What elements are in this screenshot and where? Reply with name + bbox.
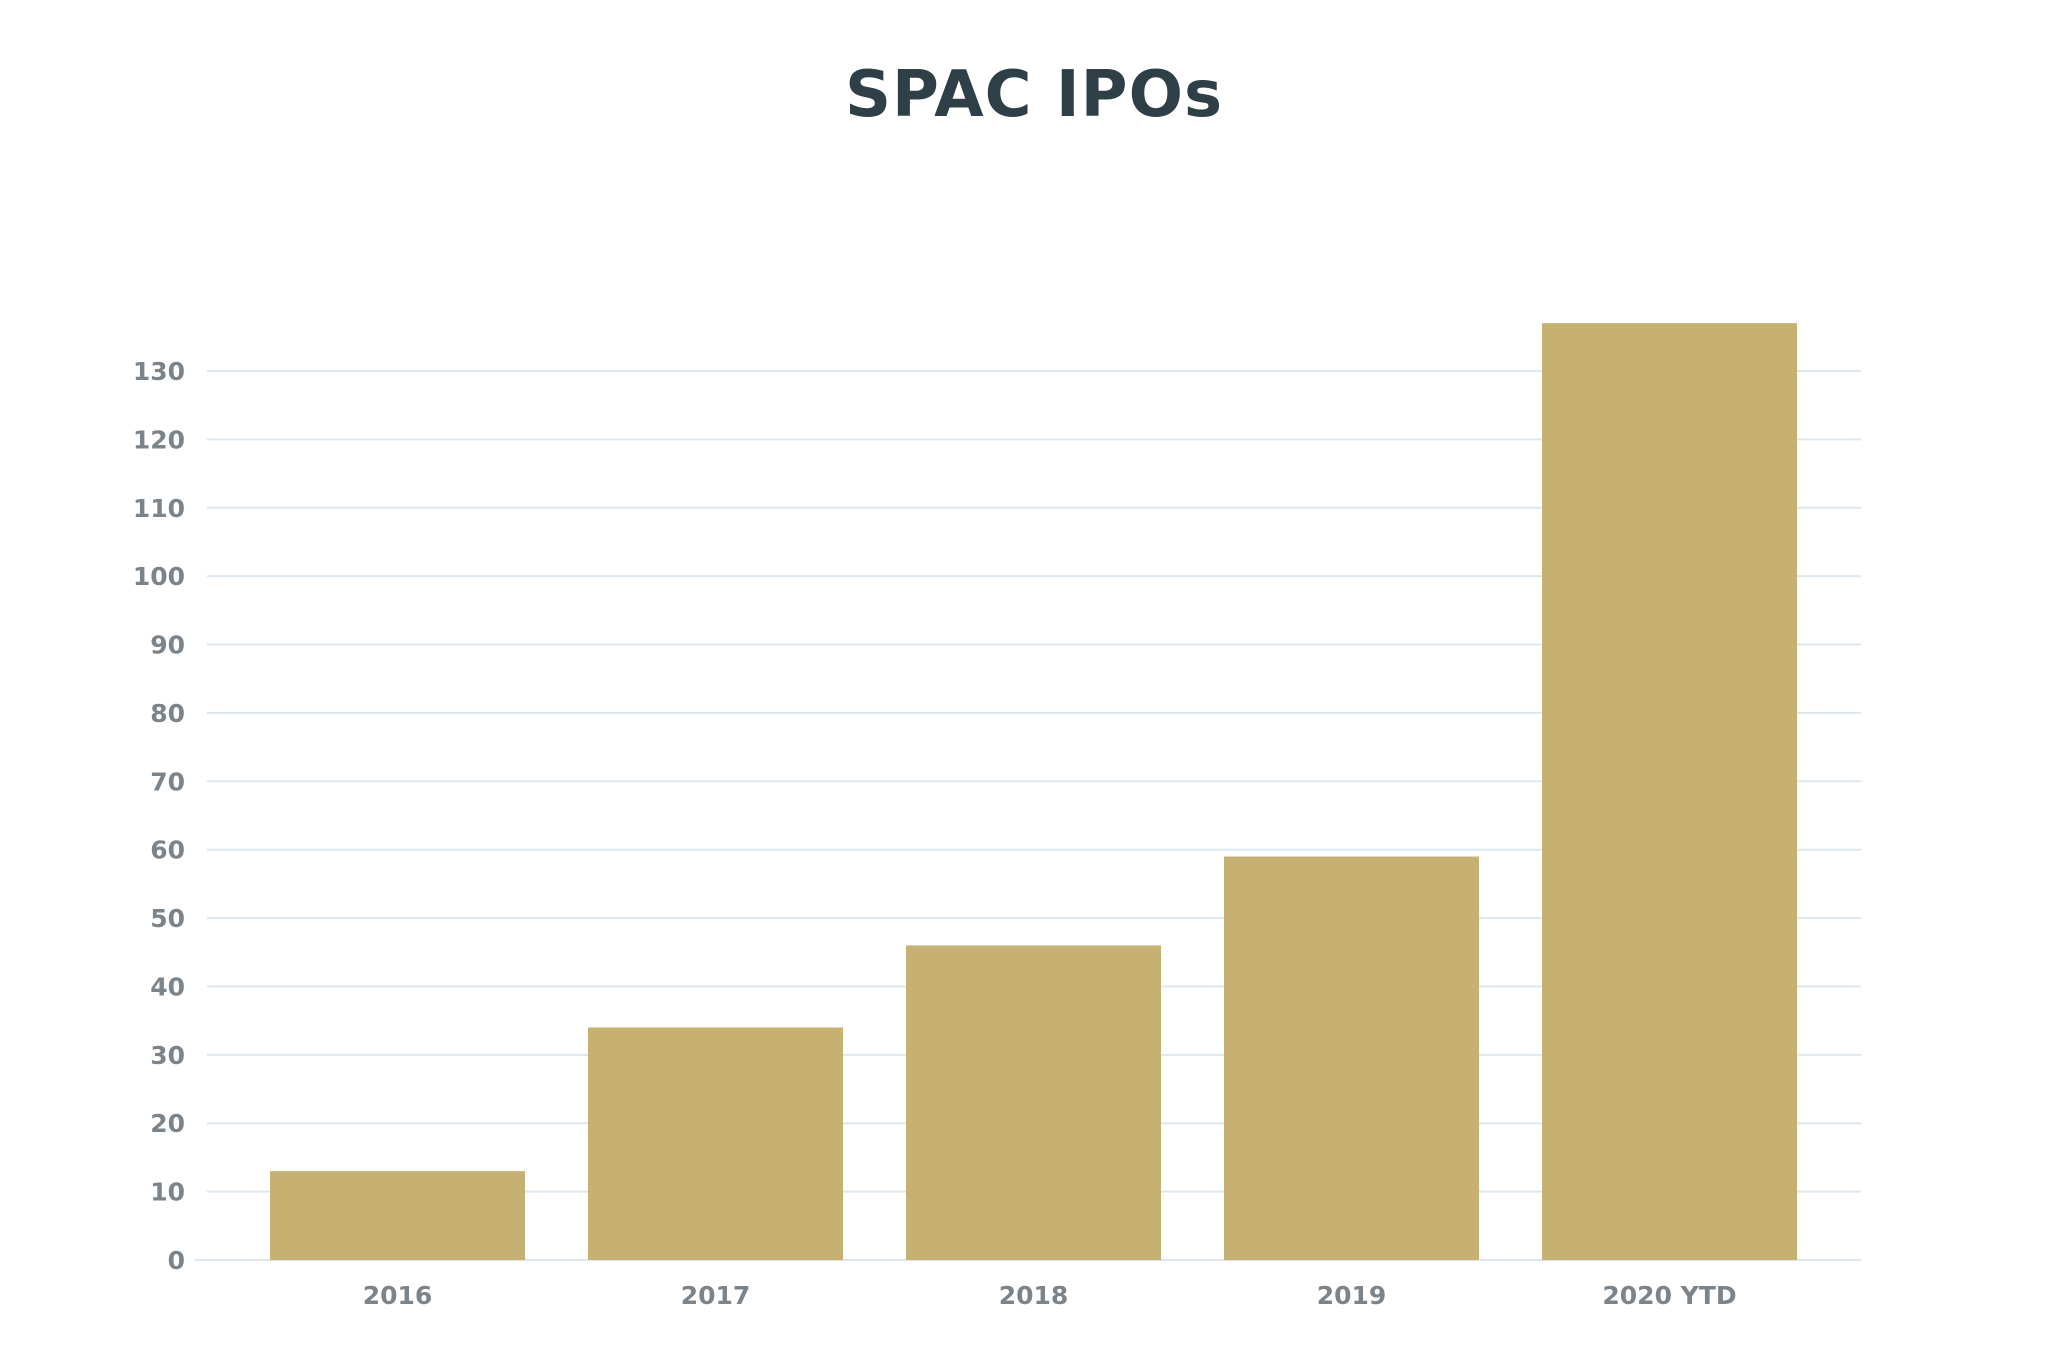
x-tick-label: 2016 [363,1281,433,1310]
bar-2019 [1224,856,1479,1260]
y-tick-label: 100 [133,562,185,591]
y-tick-label: 10 [150,1178,185,1207]
y-tick-label: 40 [150,972,185,1001]
y-tick-label: 50 [150,904,185,933]
y-tick-label: 90 [150,631,185,660]
y-tick-label: 0 [168,1246,185,1275]
y-tick-label: 30 [150,1041,185,1070]
y-tick-label: 80 [150,699,185,728]
y-tick-label: 130 [133,357,185,386]
y-tick-label: 110 [133,494,185,523]
y-tick-label: 70 [150,767,185,796]
x-tick-label: 2018 [999,1281,1069,1310]
bar-2017 [588,1027,843,1260]
y-tick-label: 20 [150,1109,185,1138]
y-tick-label: 60 [150,836,185,865]
x-tick-label: 2020 YTD [1602,1281,1736,1310]
x-tick-label: 2017 [681,1281,751,1310]
bar-2016 [270,1171,525,1260]
bar-2020-ytd [1542,323,1797,1261]
x-tick-label: 2019 [1317,1281,1387,1310]
chart-title: SPAC IPOs [844,58,1224,132]
bar-2018 [906,945,1161,1260]
y-tick-label: 120 [133,425,185,454]
